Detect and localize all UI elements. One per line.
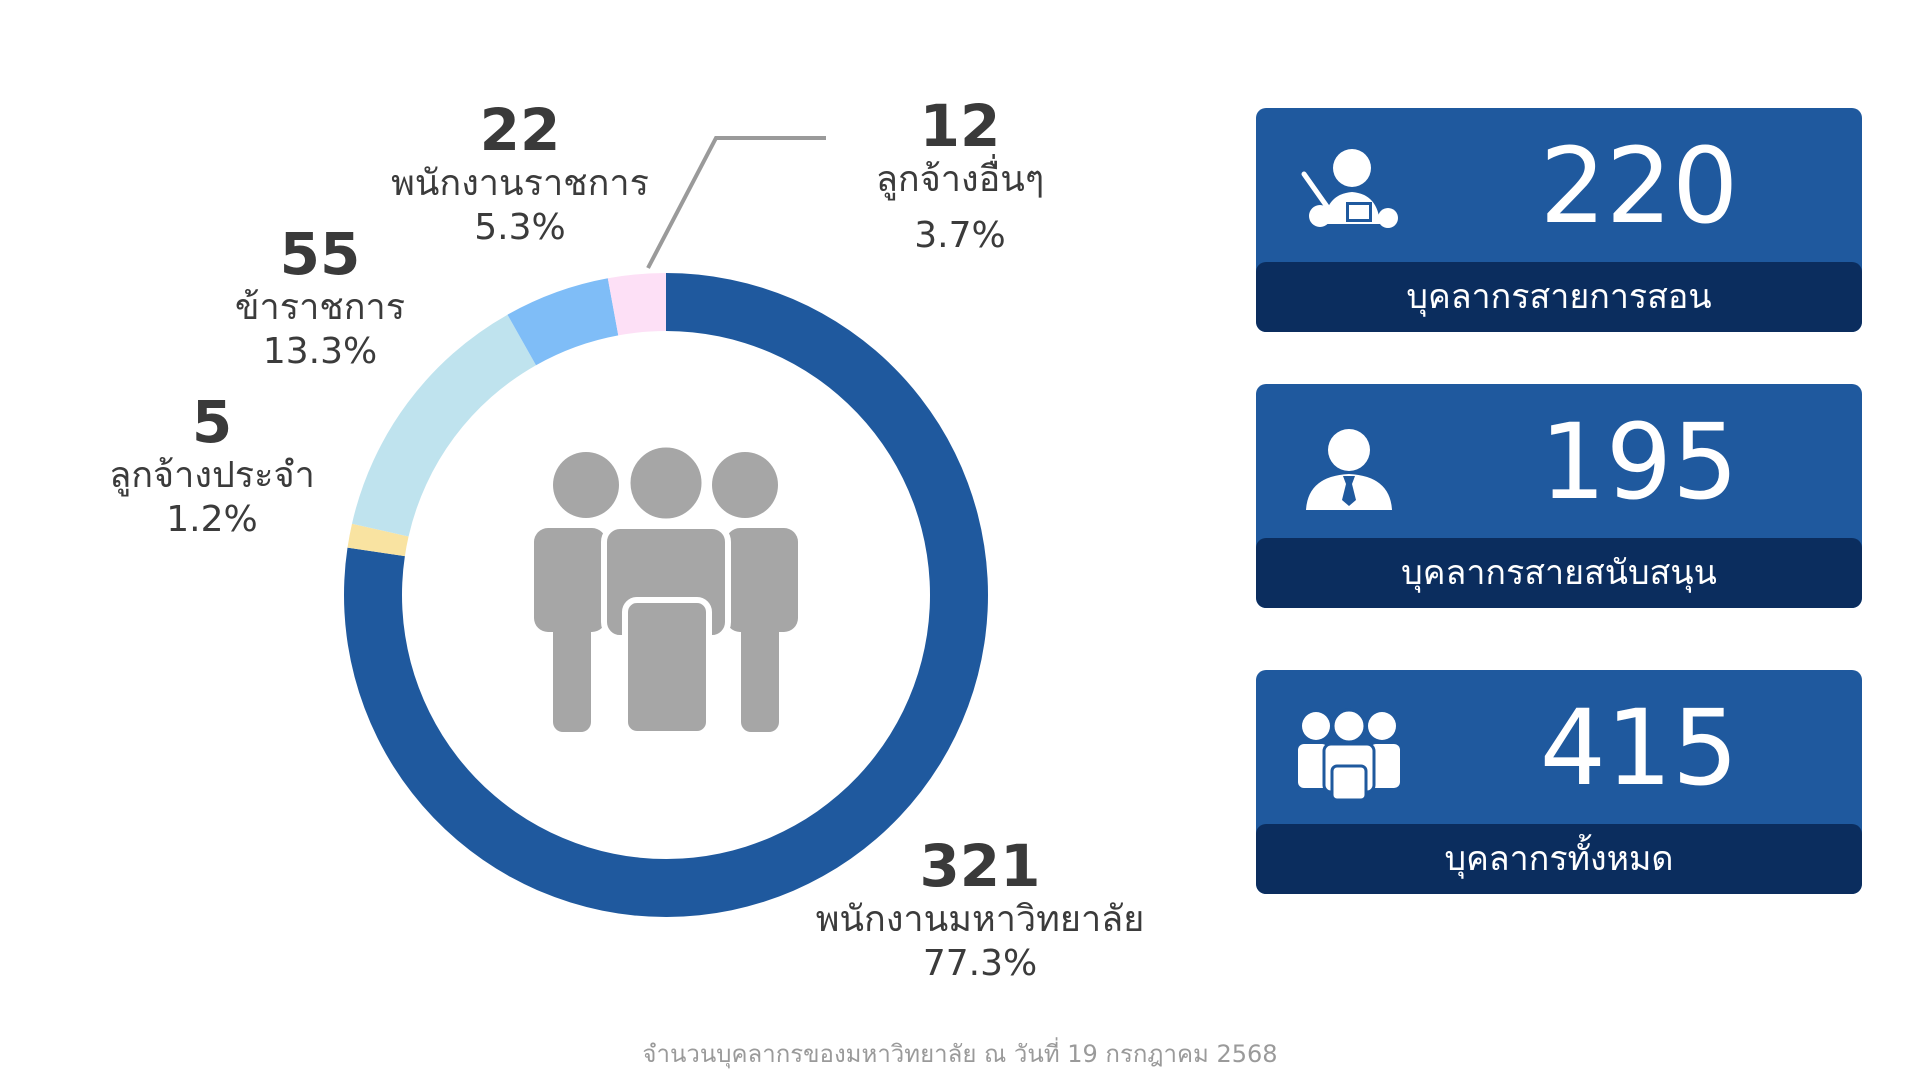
card-support-staff: 195 บุคลากรสายสนับสนุน xyxy=(1256,384,1862,608)
value-total-staff: 415 xyxy=(1539,687,1739,809)
label-civil-servants: 55 ข้าราชการ 13.3% xyxy=(200,222,440,374)
donut-slice-other-employees xyxy=(607,273,666,336)
donut-chart xyxy=(343,136,988,918)
teacher-icon xyxy=(1301,149,1398,228)
value-teaching-staff: 220 xyxy=(1539,125,1739,247)
value-support-staff: 195 xyxy=(1539,401,1739,523)
name-permanent-employees: ลูกจ้างประจำ xyxy=(109,455,315,496)
label-total-staff: บุคลากรทั้งหมด xyxy=(1256,824,1862,894)
value-civil-servants: 55 xyxy=(279,220,361,288)
donut-slice-civil-servants xyxy=(351,314,537,537)
percent-government-employees: 5.3% xyxy=(474,207,566,248)
percent-permanent-employees: 1.2% xyxy=(166,499,258,540)
value-other-employees: 12 xyxy=(919,92,1001,160)
leader-line-other-employees xyxy=(646,136,826,269)
percent-university-employees: 77.3% xyxy=(922,943,1038,984)
donut-slice-government-employees xyxy=(507,278,619,366)
name-other-employees: ลูกจ้างอื่นๆ xyxy=(875,159,1045,200)
label-support-staff: บุคลากรสายสนับสนุน xyxy=(1256,538,1862,608)
donut-slice-permanent-employees xyxy=(347,523,409,557)
card-teaching-staff: 220 บุคลากรสายการสอน xyxy=(1256,108,1862,332)
value-university-employees: 321 xyxy=(919,832,1041,900)
value-permanent-employees: 5 xyxy=(191,388,233,456)
name-government-employees: พนักงานราชการ xyxy=(391,163,649,204)
name-university-employees: พนักงานมหาวิทยาลัย xyxy=(815,899,1145,940)
value-government-employees: 22 xyxy=(479,96,561,164)
percent-civil-servants: 13.3% xyxy=(262,331,378,372)
label-government-employees: 22 พนักงานราชการ 5.3% xyxy=(380,98,660,250)
label-other-employees: 12 ลูกจ้างอื่นๆ 3.7% xyxy=(840,94,1080,258)
people-group-icon xyxy=(1298,708,1400,802)
staff-icon xyxy=(1306,429,1392,510)
people-group-icon xyxy=(534,442,798,737)
footnote: จำนวนบุคลากรของมหาวิทยาลัย ณ วันที่ 19 ก… xyxy=(642,1040,1278,1068)
label-permanent-employees: 5 ลูกจ้างประจำ 1.2% xyxy=(92,390,332,542)
card-total-staff: 415 บุคลากรทั้งหมด xyxy=(1256,670,1862,894)
name-civil-servants: ข้าราชการ xyxy=(234,287,406,328)
percent-other-employees: 3.7% xyxy=(914,215,1006,256)
label-teaching-staff: บุคลากรสายการสอน xyxy=(1256,262,1862,332)
label-university-employees: 321 พนักงานมหาวิทยาลัย 77.3% xyxy=(800,834,1160,986)
